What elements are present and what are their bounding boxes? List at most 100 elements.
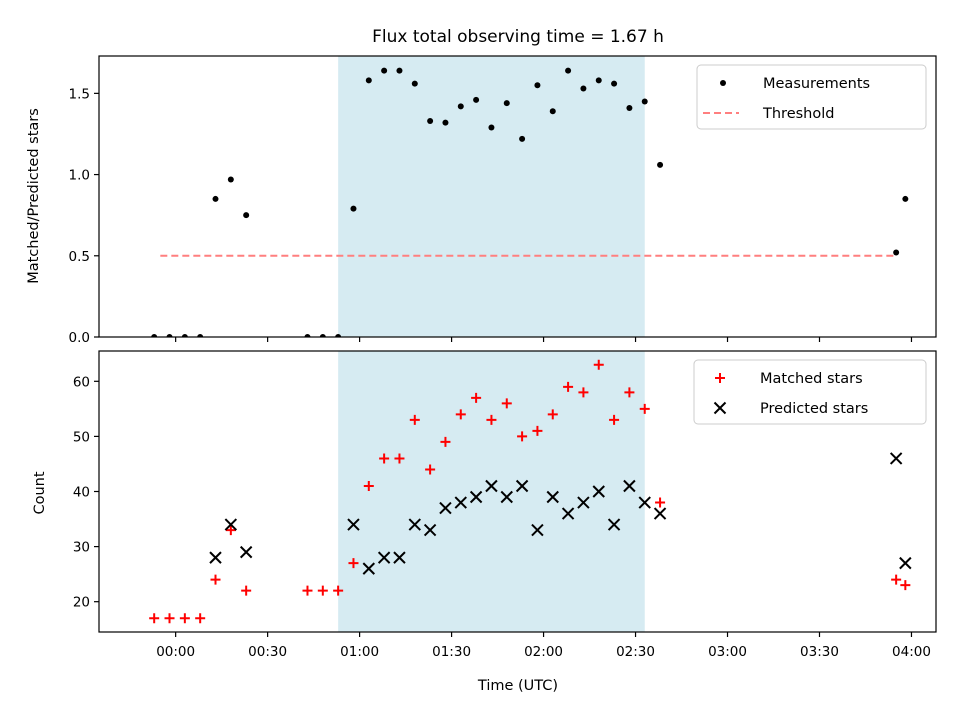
bottom-panel: 20 30 40 50 60 00:00 00:30 01:00 01:30 02:00 02:30…: [73, 350, 937, 660]
predicted-stars-point: [377, 551, 391, 564]
legend-label: Threshold: [762, 106, 834, 122]
predicted-stars-point: [408, 518, 421, 531]
predicted-stars-point: [485, 479, 498, 493]
top-panel: 0.0 0.5 1.0 1.5 Measurements Threshold: [69, 55, 937, 346]
measurements-point: [519, 135, 526, 142]
matched-stars-point: [333, 585, 344, 596]
legend-marker: [715, 373, 725, 383]
measurements-point: [335, 334, 342, 337]
measurements-point: [641, 98, 648, 105]
matched-stars-point: [486, 414, 497, 425]
measurements-point: [212, 195, 219, 202]
matched-stars-point: [210, 574, 221, 585]
measurements-point: [243, 212, 250, 219]
measurements-point: [411, 80, 418, 87]
predicted-stars-point: [209, 551, 222, 564]
legend-box: [696, 64, 927, 130]
y-tick-label: 60: [73, 374, 90, 390]
legend-label: Measurements: [763, 76, 870, 92]
measurements-point: [319, 334, 326, 337]
y-tick-label: 1.5: [69, 86, 90, 102]
measurements-point: [580, 85, 587, 92]
measurements-point: [457, 103, 464, 110]
measurements-point: [549, 108, 556, 115]
predicted-stars-point: [638, 496, 651, 509]
measurements-point: [427, 117, 434, 124]
y-tick-label: 40: [73, 485, 90, 501]
predicted-stars-point: [577, 496, 590, 509]
x-tick-label: 04:00: [892, 644, 931, 660]
y-tick-label: 30: [73, 540, 90, 556]
matched-stars-point: [455, 409, 466, 420]
measurements-point: [503, 100, 510, 107]
predicted-stars-point: [224, 518, 238, 531]
predicted-stars-point: [561, 507, 575, 520]
measurements-point: [442, 119, 449, 126]
measurements-point: [893, 249, 900, 256]
measurements-point: [657, 161, 664, 168]
matched-stars-point: [394, 453, 405, 464]
matched-stars-point: [891, 574, 902, 585]
x-tick-label: 02:30: [616, 644, 655, 660]
measurements-point: [473, 96, 480, 103]
measurements-point: [227, 176, 234, 183]
legend-marker: [720, 80, 726, 86]
predicted-stars-point: [623, 479, 636, 493]
y-tick-label: 0.5: [69, 249, 90, 265]
predicted-stars-point: [439, 501, 452, 515]
observing-window-span: [338, 56, 645, 337]
top-y-axis-label: Matched/Predicted stars: [26, 108, 42, 284]
legend: Measurements Threshold: [696, 64, 927, 130]
measurements-point: [197, 334, 204, 337]
matched-stars-point: [624, 387, 635, 398]
predicted-stars-point: [393, 551, 406, 564]
y-tick-label: 20: [73, 595, 90, 611]
plot-frame: [98, 55, 937, 338]
measurements-point: [166, 334, 173, 337]
measurements-point: [304, 334, 311, 337]
legend-label: Predicted stars: [760, 401, 868, 417]
legend-label: Matched stars: [760, 371, 863, 387]
matched-stars-point: [225, 525, 236, 536]
y-tick-label: 50: [73, 429, 90, 445]
predicted-stars-point: [531, 523, 544, 537]
measurements-point: [534, 82, 541, 89]
predicted-stars-point: [347, 518, 360, 531]
measurements-point: [381, 67, 388, 74]
matched-stars-point: [639, 403, 650, 414]
matched-stars-point: [501, 398, 512, 409]
predicted-stars-point: [899, 556, 912, 570]
matched-stars-point: [578, 387, 589, 398]
measurements-point: [350, 205, 357, 212]
predicted-stars-point: [454, 496, 467, 509]
predicted-stars-point: [653, 507, 667, 520]
predicted-stars-point: [500, 490, 513, 504]
predicted-stars-point: [515, 479, 529, 493]
bottom-y-axis-label: Count: [32, 471, 48, 514]
observing-window-span: [338, 351, 645, 632]
x-axis-label: Time (UTC): [477, 678, 558, 694]
legend: Matched stars Predicted stars: [693, 359, 927, 425]
measurements-point: [565, 67, 572, 74]
matched-stars-point: [241, 585, 252, 596]
predicted-stars-point: [423, 523, 437, 537]
measurements-point: [488, 124, 495, 131]
legend-marker: [713, 401, 727, 415]
measurements-point: [181, 334, 188, 337]
predicted-stars-point: [607, 518, 621, 531]
measurements-point: [626, 104, 633, 111]
matched-stars-point: [379, 453, 390, 464]
matched-stars-point: [317, 585, 328, 596]
x-tick-label: 00:00: [156, 644, 195, 660]
y-tick-label: 0.0: [69, 330, 90, 346]
matched-stars-point: [609, 414, 620, 425]
measurements-point: [595, 77, 602, 84]
matched-stars-point: [149, 613, 160, 624]
matched-stars-point: [471, 392, 482, 403]
matched-stars-point: [302, 585, 313, 596]
matched-stars-point: [655, 497, 666, 508]
predicted-stars-point: [469, 490, 483, 504]
matched-stars-point: [440, 436, 451, 447]
x-tick-label: 01:00: [340, 644, 379, 660]
matched-stars-point: [900, 580, 911, 591]
